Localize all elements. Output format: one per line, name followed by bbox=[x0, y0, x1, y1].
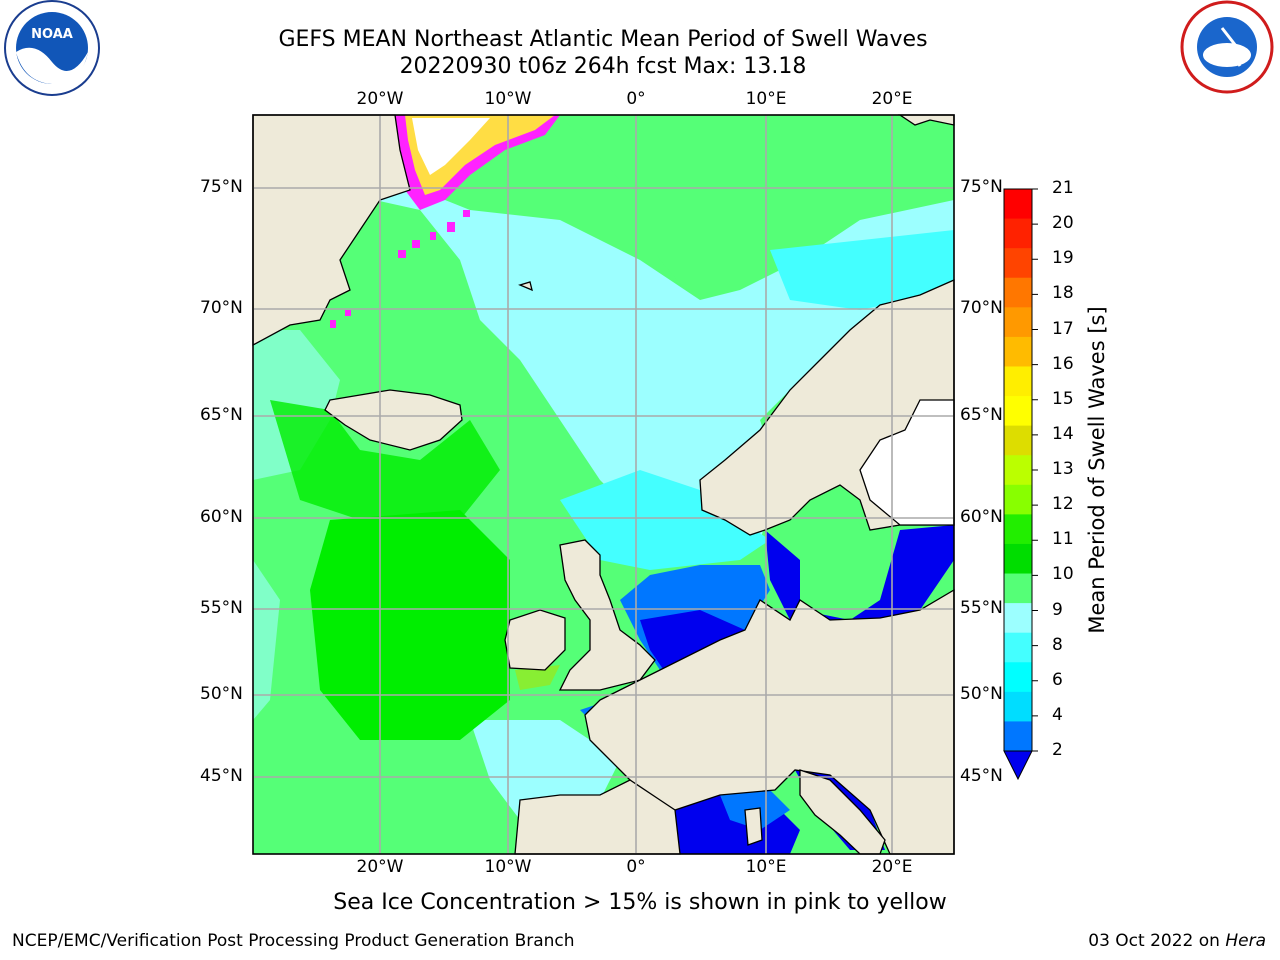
lon-label-bottom: 0° bbox=[626, 857, 646, 877]
lat-label-left: 55°N bbox=[200, 598, 243, 618]
colorbar-segment bbox=[1004, 248, 1032, 279]
colorbar-tick-label: 19 bbox=[1052, 248, 1074, 269]
grid-lines bbox=[253, 115, 954, 854]
colorbar-segment bbox=[1004, 307, 1032, 338]
colorbar-label: Mean Period of Swell Waves [s] bbox=[1085, 306, 1109, 634]
footer-machine: Hera bbox=[1225, 931, 1266, 951]
colorbar-tick-label: 2 bbox=[1052, 740, 1063, 760]
lat-label-left: 65°N bbox=[200, 405, 243, 425]
colorbar-segment bbox=[1004, 484, 1032, 515]
footer-credit: NCEP/EMC/Verification Post Processing Pr… bbox=[12, 931, 575, 951]
lat-label-right: 75°N bbox=[960, 177, 1003, 197]
colorbar-segment bbox=[1004, 218, 1032, 249]
colorbar-tick-label: 17 bbox=[1052, 318, 1074, 339]
colorbar-tick-label: 9 bbox=[1052, 599, 1063, 620]
lon-label-top: 0° bbox=[626, 89, 646, 109]
colorbar-segment bbox=[1004, 455, 1032, 486]
colorbar-tick-label: 18 bbox=[1052, 283, 1074, 304]
colorbar-segment bbox=[1004, 277, 1032, 308]
lat-label-left: 70°N bbox=[200, 298, 243, 318]
lon-label-top: 10°E bbox=[745, 89, 787, 109]
colorbar-segment bbox=[1004, 366, 1032, 397]
svg-text:NOAA: NOAA bbox=[31, 27, 73, 42]
lon-label-bottom: 20°E bbox=[871, 857, 913, 877]
colorbar-segment bbox=[1004, 632, 1032, 663]
map-panel bbox=[252, 114, 955, 855]
lat-label-left: 45°N bbox=[200, 766, 243, 786]
colorbar-segment bbox=[1004, 189, 1032, 220]
lat-label-left: 60°N bbox=[200, 507, 243, 527]
colorbar-segment bbox=[1004, 425, 1032, 456]
colorbar-tick-label: 14 bbox=[1052, 423, 1074, 444]
lon-label-bottom: 10°E bbox=[745, 857, 787, 877]
colorbar-segment bbox=[1004, 691, 1032, 722]
lat-label-right: 50°N bbox=[960, 684, 1003, 704]
colorbar bbox=[1003, 188, 1038, 781]
lon-label-top: 20°E bbox=[871, 89, 913, 109]
colorbar-tick-label: 10 bbox=[1052, 564, 1074, 585]
lat-label-right: 60°N bbox=[960, 507, 1003, 527]
nws-logo bbox=[1180, 0, 1274, 94]
colorbar-segment bbox=[1004, 603, 1032, 634]
colorbar-segment bbox=[1004, 662, 1032, 693]
lat-label-right: 55°N bbox=[960, 598, 1003, 618]
sea-ice-note: Sea Ice Concentration > 15% is shown in … bbox=[333, 890, 947, 915]
colorbar-tick-label: 20 bbox=[1052, 213, 1074, 234]
colorbar-tick-label: 6 bbox=[1052, 669, 1063, 690]
lon-label-bottom: 10°W bbox=[484, 857, 532, 877]
footer-date: 03 Oct 2022 on Hera bbox=[1088, 931, 1266, 951]
colorbar-extend-arrow bbox=[1003, 750, 1033, 781]
colorbar-tick-label: 13 bbox=[1052, 459, 1074, 479]
colorbar-tick-label: 8 bbox=[1052, 634, 1063, 655]
lon-label-top: 10°W bbox=[484, 89, 532, 109]
noaa-logo: NOAA bbox=[4, 0, 100, 96]
colorbar-tick-label: 12 bbox=[1052, 494, 1074, 515]
colorbar-tick-label: 16 bbox=[1052, 353, 1074, 374]
lon-label-top: 20°W bbox=[356, 89, 404, 109]
colorbar-tick-label: 11 bbox=[1052, 529, 1074, 550]
lon-label-bottom: 20°W bbox=[356, 857, 404, 877]
land bbox=[252, 114, 955, 855]
colorbar-segment bbox=[1004, 573, 1032, 604]
colorbar-segment bbox=[1004, 543, 1032, 575]
colorbar-segment bbox=[1004, 514, 1032, 545]
colorbar-segment bbox=[1004, 721, 1032, 752]
lat-label-right: 45°N bbox=[960, 766, 1003, 786]
lat-label-left: 50°N bbox=[200, 684, 243, 704]
colorbar-tick-label: 15 bbox=[1052, 388, 1074, 409]
colorbar-tick-label: 21 bbox=[1052, 178, 1074, 198]
map-title: GEFS MEAN Northeast Atlantic Mean Period… bbox=[278, 27, 928, 52]
colorbar-segment bbox=[1004, 396, 1032, 427]
colorbar-segment bbox=[1004, 336, 1032, 367]
colorbar-tick-label: 4 bbox=[1052, 704, 1063, 725]
lat-label-right: 70°N bbox=[960, 298, 1003, 318]
forecast-subtitle: 20220930 t06z 264h fcst Max: 13.18 bbox=[399, 54, 807, 79]
lat-label-left: 75°N bbox=[200, 177, 243, 197]
footer-date-text: 03 Oct 2022 on bbox=[1088, 931, 1226, 951]
lat-label-right: 65°N bbox=[960, 405, 1003, 425]
